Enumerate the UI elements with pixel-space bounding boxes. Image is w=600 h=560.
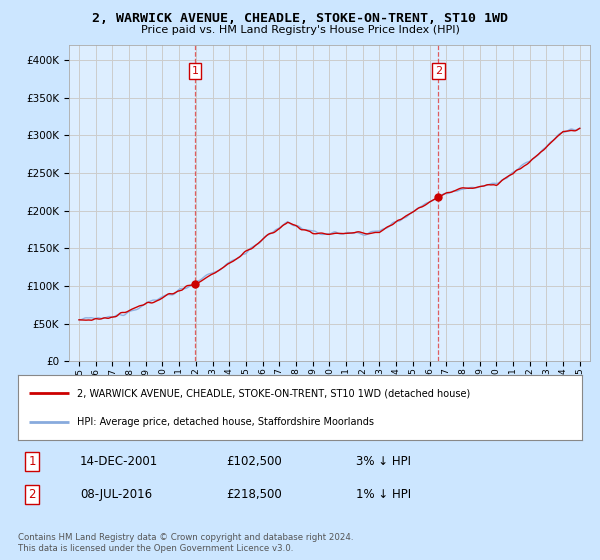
Text: 2: 2 [28,488,36,501]
Text: 2, WARWICK AVENUE, CHEADLE, STOKE-ON-TRENT, ST10 1WD: 2, WARWICK AVENUE, CHEADLE, STOKE-ON-TRE… [92,12,508,25]
Text: 2: 2 [434,66,442,76]
Text: 3% ↓ HPI: 3% ↓ HPI [356,455,412,468]
Text: HPI: Average price, detached house, Staffordshire Moorlands: HPI: Average price, detached house, Staf… [77,417,374,427]
Text: 1: 1 [28,455,36,468]
Text: Contains HM Land Registry data © Crown copyright and database right 2024.
This d: Contains HM Land Registry data © Crown c… [18,533,353,553]
Text: £102,500: £102,500 [227,455,283,468]
Text: £218,500: £218,500 [227,488,283,501]
Text: 1% ↓ HPI: 1% ↓ HPI [356,488,412,501]
Text: 08-JUL-2016: 08-JUL-2016 [80,488,152,501]
Text: 2, WARWICK AVENUE, CHEADLE, STOKE-ON-TRENT, ST10 1WD (detached house): 2, WARWICK AVENUE, CHEADLE, STOKE-ON-TRE… [77,388,470,398]
Text: Price paid vs. HM Land Registry's House Price Index (HPI): Price paid vs. HM Land Registry's House … [140,25,460,35]
Text: 1: 1 [191,66,199,76]
Text: 14-DEC-2001: 14-DEC-2001 [80,455,158,468]
